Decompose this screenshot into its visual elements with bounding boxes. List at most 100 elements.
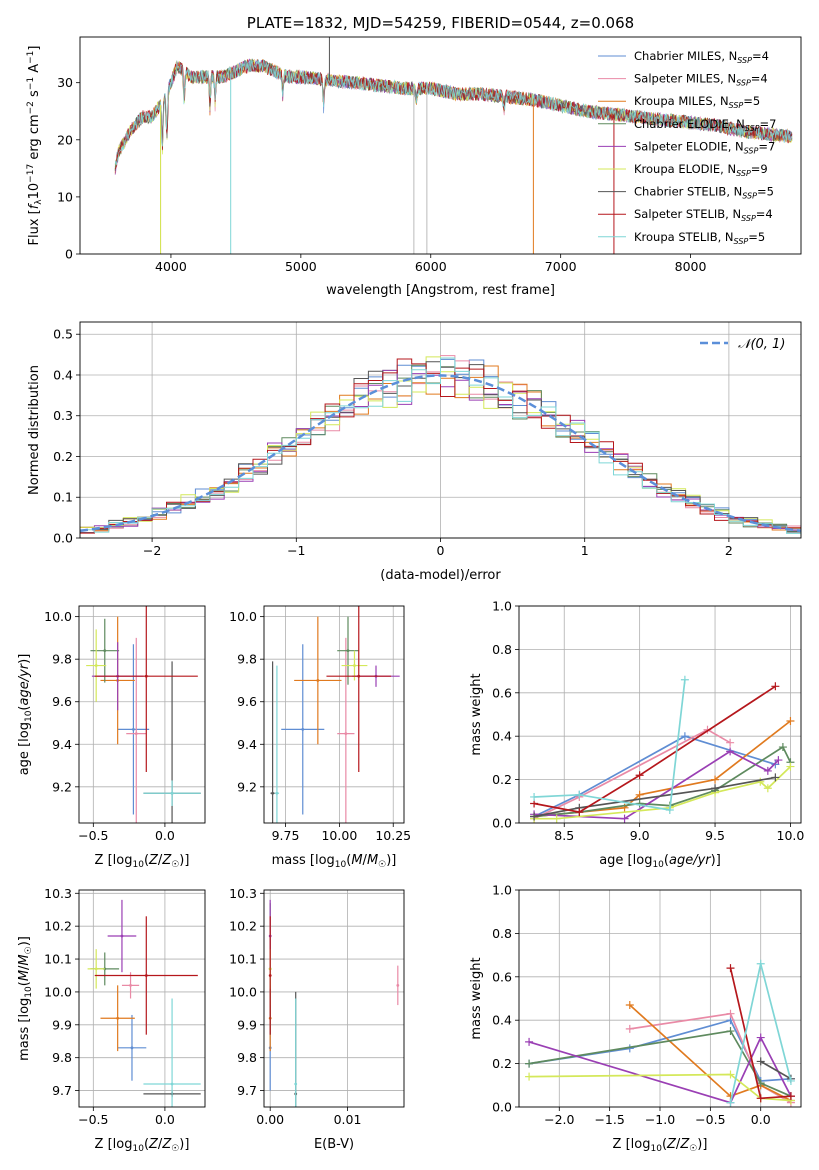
legend-sub: SSP bbox=[736, 79, 751, 88]
data-point bbox=[294, 1082, 298, 1086]
legend-label: 𝒩(0, 1) bbox=[738, 337, 785, 352]
y-tick-label: 0.1 bbox=[53, 490, 73, 505]
label-part: Z bbox=[161, 853, 172, 868]
plot-area bbox=[530, 675, 795, 823]
label-part: age/yr bbox=[17, 662, 32, 705]
plot-area bbox=[525, 959, 795, 1107]
label-part: Z [log bbox=[613, 1137, 651, 1152]
data-point bbox=[344, 732, 348, 736]
y-axis-label: age [log10(age/yr)] bbox=[17, 654, 34, 776]
panel-ebv-mass: 0.00 0.01 9.7 9.8 9.9 10.0 10.1 10.2 10.3 bbox=[229, 886, 405, 1127]
label-part: E(B-V) bbox=[314, 1137, 354, 1152]
chart-title: PLATE=1832, MJD=54259, FIBERID=0544, z=0… bbox=[247, 14, 634, 32]
plus-marker bbox=[726, 747, 735, 756]
data-point bbox=[144, 674, 148, 678]
plus-marker bbox=[778, 743, 787, 752]
y-tick-label: 10.3 bbox=[44, 886, 72, 901]
y-tick-label: 0.2 bbox=[492, 1056, 512, 1071]
y-tick-label: 9.7 bbox=[237, 1083, 257, 1098]
y-tick-label: 10 bbox=[57, 189, 73, 204]
histogram-step bbox=[80, 361, 801, 534]
label-part: ☉ bbox=[171, 860, 179, 870]
plot-area bbox=[114, 37, 793, 254]
y-tick-label: 9.9 bbox=[52, 1017, 72, 1032]
plus-marker bbox=[756, 777, 765, 786]
legend-text: =5 bbox=[757, 185, 774, 199]
label-part: Z bbox=[148, 1137, 159, 1152]
plus-marker bbox=[575, 790, 584, 799]
gaussian-curve bbox=[80, 374, 801, 533]
y-tick-label: 10.0 bbox=[44, 609, 72, 624]
legend-text: =4 bbox=[756, 207, 773, 221]
x-axis-label: Z [log10(Z/Z☉)] bbox=[95, 1137, 190, 1154]
legend-label: Kroupa STELIB, NSSP=5 bbox=[634, 230, 765, 246]
label-part: Z bbox=[679, 1137, 690, 1152]
plus-marker bbox=[665, 805, 674, 814]
x-tick-label: −1.0 bbox=[645, 1112, 675, 1127]
y-axis-label: Flux [fλ10−17 erg cm−2 s−1 A−1] bbox=[26, 46, 44, 246]
plus-marker bbox=[756, 959, 765, 968]
x-tick-label: 8.5 bbox=[554, 828, 574, 843]
plus-marker bbox=[625, 1001, 634, 1010]
legend-label: Chabrier ELODIE, NSSP=7 bbox=[634, 117, 776, 133]
legend-text: =7 bbox=[760, 117, 777, 131]
label-part: Z [log bbox=[95, 853, 133, 868]
label-part: / bbox=[363, 853, 368, 868]
label-part: Z bbox=[148, 853, 159, 868]
panel-z-weight: −2.0 −1.5 −1.0 −0.5 0.0 0.0 0.2 0.4 0.6 0.8 1.0 bbox=[492, 883, 802, 1127]
y-tick-label: 30 bbox=[57, 75, 73, 90]
x-tick-label: 0.00 bbox=[256, 1112, 284, 1127]
x-tick-label: 6000 bbox=[415, 259, 447, 274]
x-tick-label: 10.25 bbox=[375, 828, 411, 843]
panel-z-mass: −0.5 0.0 9.7 9.8 9.9 10.0 10.1 10.2 10.3 bbox=[44, 886, 206, 1127]
y-tick-label: 20 bbox=[57, 132, 73, 147]
plus-marker bbox=[756, 1094, 765, 1103]
y-tick-label: 10.0 bbox=[229, 609, 257, 624]
plus-marker bbox=[525, 1059, 534, 1068]
plus-marker bbox=[726, 738, 735, 747]
label-part: age [log bbox=[599, 853, 652, 868]
label-part: Z [log bbox=[95, 1137, 133, 1152]
legend-sub: SSP bbox=[729, 101, 744, 110]
weight-line bbox=[528, 1035, 792, 1104]
y-tick-label: 10.2 bbox=[44, 919, 72, 934]
label-part: ☉ bbox=[378, 860, 386, 870]
label-part: ☉ bbox=[24, 946, 34, 954]
plus-marker bbox=[680, 732, 689, 741]
data-point bbox=[103, 649, 107, 653]
axes-frame bbox=[79, 36, 802, 255]
x-tick-label: 1 bbox=[581, 543, 589, 558]
weight-line bbox=[529, 1073, 791, 1102]
x-tick-label: 4000 bbox=[155, 259, 187, 274]
plus-marker bbox=[620, 814, 629, 823]
label-part: M bbox=[367, 853, 378, 868]
x-tick-label: 0.01 bbox=[334, 1112, 362, 1127]
plus-marker bbox=[763, 784, 772, 793]
data-point bbox=[316, 679, 320, 682]
x-tick-label: −0.5 bbox=[695, 1112, 725, 1127]
y-tick-label: 0.3 bbox=[53, 408, 73, 423]
x-tick-label: 2 bbox=[725, 543, 733, 558]
label-part: / bbox=[158, 1137, 163, 1152]
label-part: )] bbox=[711, 853, 721, 868]
y-axis-label: mass [log10(M/M☉)] bbox=[17, 936, 34, 1061]
y-tick-label: 9.6 bbox=[52, 694, 72, 709]
weight-line bbox=[629, 1004, 792, 1102]
histogram-step bbox=[80, 357, 801, 534]
x-tick-label: −1.5 bbox=[594, 1112, 624, 1127]
y-tick-label: 0.2 bbox=[492, 772, 512, 787]
histogram-step bbox=[80, 358, 801, 536]
x-tick-label: −0.5 bbox=[78, 1112, 108, 1127]
x-tick-label: 7000 bbox=[545, 259, 577, 274]
weight-line bbox=[533, 685, 776, 813]
label-part: Z bbox=[161, 1137, 172, 1152]
label-part: mass [log bbox=[17, 998, 32, 1061]
label-part: / bbox=[17, 965, 32, 970]
data-point bbox=[271, 791, 275, 795]
axes-frame bbox=[263, 605, 405, 824]
x-tick-label: 9.75 bbox=[272, 828, 300, 843]
label-part: M bbox=[17, 954, 32, 965]
x-tick-label: 0.0 bbox=[751, 1112, 771, 1127]
legend-text: Chabrier MILES, N bbox=[634, 49, 737, 63]
weight-line bbox=[629, 1012, 792, 1104]
